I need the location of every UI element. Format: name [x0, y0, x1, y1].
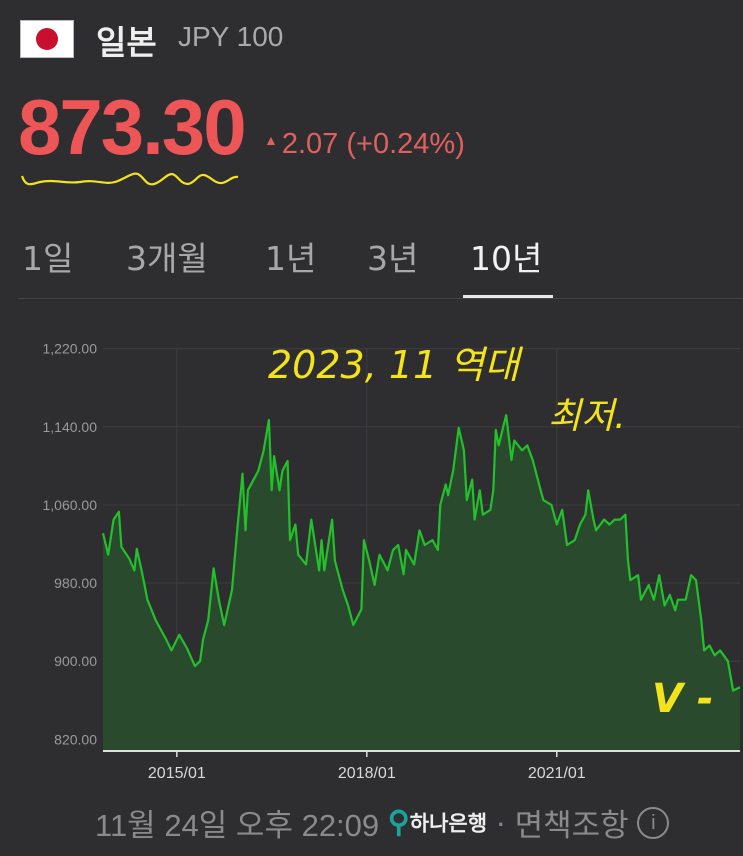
y-tick-label: 900.00	[54, 653, 97, 669]
disclaimer-link[interactable]: 면책조항	[514, 808, 629, 843]
y-tick-label: 820.00	[54, 731, 97, 747]
tab-3-years[interactable]: 3년	[367, 239, 419, 278]
currency-code: JPY 100	[178, 21, 284, 52]
annotation-lowest-text: 최저.	[548, 396, 626, 437]
price-chart[interactable]: 820.00 900.00 980.00 1,060.00 1,140.00 1,220.…	[0, 300, 743, 790]
y-tick-label: 1,060.00	[43, 497, 98, 513]
chart-price-line	[101, 414, 741, 692]
x-tick-label: 2021/01	[528, 765, 586, 782]
y-tick-label: 980.00	[54, 575, 97, 591]
x-tick-label: 2015/01	[148, 765, 206, 782]
annotation-check-mark: V -	[652, 676, 713, 722]
handwritten-annotation: 2023, 11 역대 최저. V -	[268, 343, 713, 722]
timestamp: 11월 24일 오후 22:09	[95, 808, 380, 843]
tab-10-years[interactable]: 10년	[470, 239, 543, 278]
info-icon[interactable]: i	[637, 806, 670, 839]
y-tick-label: 1,140.00	[43, 419, 98, 435]
annotation-date-text: 2023, 11 역대	[268, 343, 523, 387]
footer: 11월 24일 오후 22:09 ⚲하나은행 · 면책조항 i	[95, 800, 670, 845]
bank-name: 하나은행	[409, 812, 488, 836]
hana-bank-logo-icon: ⚲	[387, 806, 410, 839]
x-tick-label: 2018/01	[338, 765, 396, 782]
japan-flag-icon	[20, 20, 74, 58]
up-triangle-icon: ▲	[264, 132, 278, 148]
flag-red-disc	[36, 28, 58, 50]
separator: ·	[495, 804, 506, 840]
tabs-divider	[18, 298, 743, 299]
tab-1-year[interactable]: 1년	[265, 239, 317, 278]
price-change: ▲ 2.07 (+0.24%)	[264, 128, 465, 161]
tab-1-day[interactable]: 1일	[22, 239, 74, 278]
chart-area-fill	[103, 415, 740, 751]
current-price: 873.30	[18, 83, 247, 171]
country-name: 일본	[96, 23, 157, 62]
tab-3-months[interactable]: 3개월	[126, 239, 208, 278]
active-tab-indicator	[463, 295, 553, 298]
y-tick-label: 1,220.00	[43, 341, 98, 357]
yellow-squiggle-annotation	[20, 172, 239, 186]
change-percent: (+0.24%)	[346, 128, 465, 160]
change-value: 2.07	[281, 128, 339, 160]
